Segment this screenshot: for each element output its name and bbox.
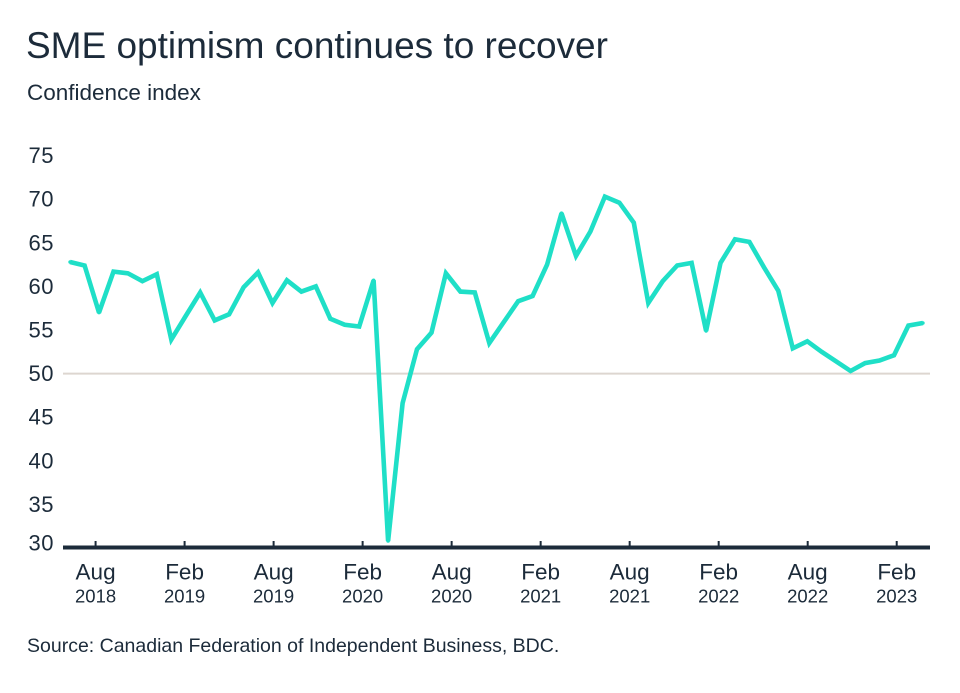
data-point: [646, 301, 651, 305]
data-point: [198, 290, 202, 295]
data-point: [487, 341, 492, 345]
y-axis-tick-labels: 30 35 40 45 50 55 60 65 70 75: [29, 143, 54, 555]
y-tick-label: 30: [29, 531, 54, 556]
data-point: [473, 290, 477, 295]
data-point: [357, 324, 362, 329]
x-tick-label-month: Feb: [521, 560, 560, 585]
x-tick-label-month: Aug: [254, 560, 294, 585]
x-tick-label-year: 2022: [787, 586, 828, 607]
x-tick-label-year: 2019: [164, 586, 205, 607]
x-tick-label-month: Aug: [432, 560, 472, 585]
data-point: [834, 359, 838, 364]
source-note: Source: Canadian Federation of Independe…: [27, 635, 560, 657]
x-tick-label-year: 2021: [609, 586, 650, 607]
data-point: [747, 240, 752, 244]
data-point: [617, 200, 622, 205]
y-tick-label: 50: [29, 361, 54, 386]
x-tick-label-month: Aug: [788, 560, 828, 585]
data-point: [704, 329, 708, 333]
data-point: [429, 330, 434, 335]
data-point: [386, 539, 390, 543]
data-point: [559, 211, 564, 215]
data-point: [906, 323, 911, 328]
x-tick-label-year: 2019: [253, 586, 294, 607]
data-point: [212, 318, 217, 323]
data-point: [97, 310, 101, 315]
data-point: [342, 323, 347, 327]
data-point: [155, 272, 159, 277]
chart-title: SME optimism continues to recover: [26, 25, 608, 66]
data-point: [140, 279, 145, 284]
x-tick-label-month: Aug: [76, 560, 116, 585]
data-point: [660, 279, 665, 284]
y-tick-label: 70: [29, 187, 54, 212]
data-point: [328, 316, 333, 321]
data-point: [400, 401, 405, 406]
data-point: [169, 337, 174, 342]
y-tick-label: 60: [29, 274, 54, 299]
data-point: [111, 269, 116, 274]
series-line-confidence-index: [69, 193, 924, 542]
data-point: [415, 347, 419, 352]
x-tick-label-year: 2021: [520, 586, 561, 607]
data-point: [516, 299, 520, 304]
data-point: [501, 320, 506, 325]
data-point: [530, 294, 535, 298]
data-point: [588, 229, 593, 234]
data-point: [444, 271, 448, 276]
data-point: [270, 301, 275, 305]
data-point: [762, 265, 766, 270]
data-point: [183, 314, 188, 318]
y-tick-label: 35: [29, 492, 54, 517]
data-point: [718, 261, 723, 265]
x-tick-label-year: 2022: [698, 586, 739, 607]
data-point: [675, 263, 679, 268]
x-axis-ticks: Aug2018Feb2019Aug2019Feb2020Aug2020Feb20…: [75, 541, 917, 607]
data-point: [689, 261, 694, 265]
x-tick-label-year: 2018: [75, 586, 116, 607]
data-point: [545, 262, 549, 267]
x-tick-label-month: Feb: [343, 560, 382, 585]
data-point: [82, 263, 87, 268]
data-point: [791, 346, 795, 351]
data-point: [241, 285, 246, 290]
data-point: [819, 350, 824, 354]
data-point: [733, 237, 737, 242]
y-tick-label: 40: [29, 448, 54, 473]
data-point: [299, 289, 304, 294]
data-point: [776, 289, 781, 293]
data-point: [603, 194, 607, 199]
x-tick-label-month: Feb: [877, 560, 916, 585]
y-tick-label: 65: [29, 230, 54, 255]
series-layer: [68, 193, 925, 543]
data-point: [227, 312, 231, 317]
data-point: [68, 260, 72, 264]
x-tick-label-year: 2020: [342, 586, 383, 607]
data-point: [458, 289, 463, 294]
data-point: [574, 254, 578, 258]
x-tick-label-month: Feb: [699, 560, 738, 585]
x-tick-label-month: Feb: [165, 560, 204, 585]
y-tick-label: 45: [29, 405, 54, 430]
data-point: [632, 220, 636, 225]
x-tick-label-year: 2020: [431, 586, 472, 607]
y-tick-label: 55: [29, 318, 54, 343]
data-point: [371, 278, 376, 283]
x-tick-label-year: 2023: [876, 586, 917, 607]
data-point: [892, 353, 896, 358]
data-point: [848, 369, 853, 373]
data-point: [921, 321, 925, 325]
data-point: [126, 271, 130, 276]
chart-subtitle: Confidence index: [27, 80, 201, 105]
data-point: [877, 358, 882, 363]
x-tick-label-month: Aug: [610, 560, 650, 585]
data-point: [805, 339, 810, 344]
data-point: [314, 284, 318, 289]
y-tick-label: 75: [29, 143, 54, 168]
data-point: [863, 361, 867, 365]
data-point: [285, 278, 289, 283]
data-point: [256, 270, 260, 275]
